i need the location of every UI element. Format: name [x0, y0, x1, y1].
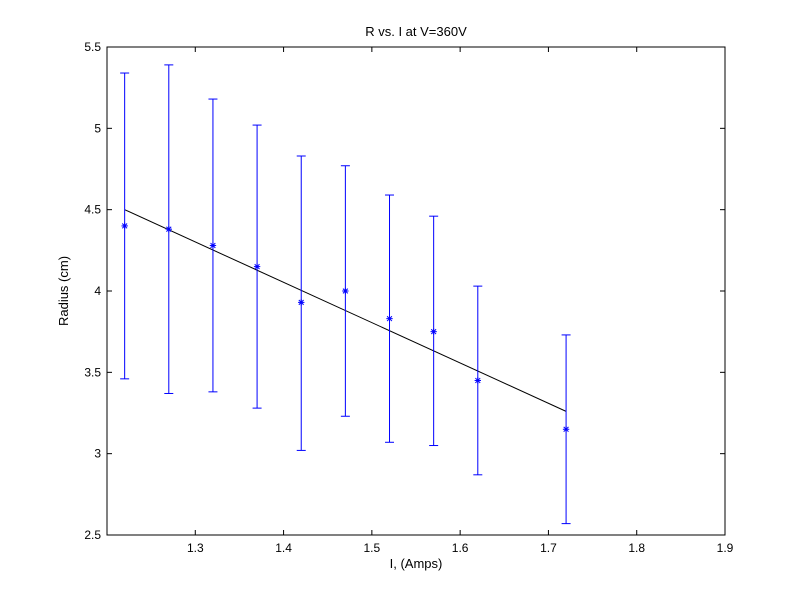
x-tick-label: 1.3	[187, 541, 204, 555]
data-point-marker	[474, 377, 481, 384]
x-axis: 1.3 1.4 1.5 1.6 1.7 1.8 1.9	[187, 47, 734, 555]
y-tick-label: 3	[94, 447, 101, 461]
data-point-marker	[298, 299, 305, 306]
x-tick-label: 1.9	[717, 541, 734, 555]
data-point-marker	[209, 242, 217, 249]
x-tick-label: 1.7	[540, 541, 557, 555]
marker-stroke	[430, 328, 437, 335]
marker-stroke	[298, 299, 304, 306]
y-tick-label: 4.5	[84, 203, 101, 217]
x-axis-label: I, (Amps)	[390, 556, 443, 571]
x-tick-label: 1.6	[452, 541, 469, 555]
marker-stroke	[342, 288, 349, 294]
y-axis-label: Radius (cm)	[56, 256, 71, 326]
y-tick-label: 5	[94, 121, 101, 135]
marker-stroke	[166, 226, 172, 232]
data-point-marker	[386, 315, 393, 322]
data-point-marker	[562, 426, 570, 433]
chart-title: R vs. I at V=360V	[365, 24, 467, 39]
x-tick-label: 1.8	[628, 541, 645, 555]
marker-stroke	[386, 315, 393, 322]
x-tick-label: 1.5	[364, 541, 381, 555]
y-tick-label: 3.5	[84, 365, 101, 379]
marker-stroke	[563, 426, 569, 433]
y-tick-label: 5.5	[84, 40, 101, 54]
data-point-marker	[342, 287, 349, 295]
marker-stroke	[254, 263, 260, 270]
x-tick-label: 1.4	[275, 541, 292, 555]
marker-stroke	[121, 223, 128, 229]
marker-stroke	[210, 242, 216, 249]
data-point-marker	[430, 328, 437, 335]
marker-group	[121, 222, 570, 433]
data-point-marker	[253, 263, 261, 270]
y-axis: 2.5 3 3.5 4 4.5 5 5.5	[84, 40, 725, 542]
marker-stroke	[475, 377, 481, 384]
y-tick-label: 4	[94, 284, 101, 298]
data-point-marker	[121, 222, 128, 230]
y-tick-label: 2.5	[84, 528, 101, 542]
data-point-marker	[165, 225, 172, 233]
